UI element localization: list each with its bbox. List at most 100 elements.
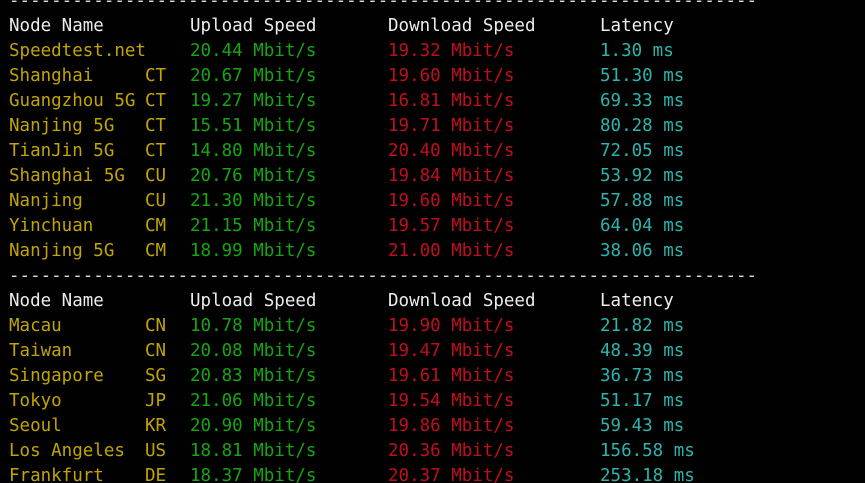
download-speed-cell: 19.61 Mbit/s xyxy=(388,366,515,386)
latency-cell: 253.18 ms xyxy=(600,466,695,483)
country-code-cell: JP xyxy=(145,391,167,411)
download-speed-cell: 20.36 Mbit/s xyxy=(388,441,515,461)
upload-speed-cell: 19.27 Mbit/s xyxy=(190,91,317,111)
download-speed-cell: 20.37 Mbit/s xyxy=(388,466,515,483)
col-header-node-name: Node Name xyxy=(9,16,104,36)
col-header-upload-speed: Upload Speed xyxy=(190,16,317,36)
table-row: Frankfurt DE 18.37 Mbit/s 20.37 Mbit/s 253.1… xyxy=(9,464,865,483)
download-speed-cell: 19.54 Mbit/s xyxy=(388,391,515,411)
node-name-cell: Macau xyxy=(9,316,62,336)
table-row: Macau CN 10.78 Mbit/s 19.90 Mbit/s 21.82 ms xyxy=(9,314,865,339)
latency-cell: 64.04 ms xyxy=(600,216,685,236)
country-code-cell: CT xyxy=(145,66,167,86)
country-code-cell: CN xyxy=(145,341,167,361)
latency-cell: 53.92 ms xyxy=(600,166,685,186)
upload-speed-cell: 15.51 Mbit/s xyxy=(190,116,317,136)
country-code-cell: CU xyxy=(145,166,167,186)
country-code-cell: CT xyxy=(145,91,167,111)
upload-speed-cell: 20.76 Mbit/s xyxy=(190,166,317,186)
upload-speed-cell: 21.06 Mbit/s xyxy=(190,391,317,411)
upload-speed-cell: 20.44 Mbit/s xyxy=(190,41,317,61)
latency-cell: 1.30 ms xyxy=(600,41,674,61)
node-name-cell: Shanghai 5G xyxy=(9,166,125,186)
download-speed-cell: 19.86 Mbit/s xyxy=(388,416,515,436)
node-name-cell: Speedtest.net xyxy=(9,41,145,61)
speedtest-table: Node Name Upload Speed Download Speed Laten… xyxy=(9,14,865,264)
speedtest-table: Node Name Upload Speed Download Speed Laten… xyxy=(9,289,865,483)
separator-line: ----------------------------------------… xyxy=(9,0,758,11)
country-code-cell: CM xyxy=(145,241,167,261)
latency-cell: 80.28 ms xyxy=(600,116,685,136)
separator-line: ----------------------------------------… xyxy=(9,266,758,286)
country-code-cell: US xyxy=(145,441,167,461)
country-code-cell: CN xyxy=(145,316,167,336)
node-name-cell: Yinchuan xyxy=(9,216,94,236)
download-speed-cell: 19.32 Mbit/s xyxy=(388,41,515,61)
table-row: Los Angeles US 18.81 Mbit/s 20.36 Mbit/s 156… xyxy=(9,439,865,464)
table-row: Seoul KR 20.90 Mbit/s 19.86 Mbit/s 59.43 ms xyxy=(9,414,865,439)
country-code-cell: DE xyxy=(145,466,167,483)
latency-cell: 51.30 ms xyxy=(600,66,685,86)
col-header-node-name: Node Name xyxy=(9,291,104,311)
upload-speed-cell: 18.99 Mbit/s xyxy=(190,241,317,261)
country-code-cell: CT xyxy=(145,116,167,136)
latency-cell: 57.88 ms xyxy=(600,191,685,211)
table-row: Shanghai 5G CU 20.76 Mbit/s 19.84 Mbit/s 53.… xyxy=(9,164,865,189)
latency-cell: 72.05 ms xyxy=(600,141,685,161)
table-row: Yinchuan CM 21.15 Mbit/s 19.57 Mbit/s 64.04 … xyxy=(9,214,865,239)
upload-speed-cell: 20.08 Mbit/s xyxy=(190,341,317,361)
download-speed-cell: 19.60 Mbit/s xyxy=(388,191,515,211)
download-speed-cell: 21.00 Mbit/s xyxy=(388,241,515,261)
node-name-cell: Taiwan xyxy=(9,341,73,361)
country-code-cell: SG xyxy=(145,366,167,386)
latency-cell: 69.33 ms xyxy=(600,91,685,111)
node-name-cell: Frankfurt xyxy=(9,466,104,483)
node-name-cell: Singapore xyxy=(9,366,104,386)
download-speed-cell: 19.57 Mbit/s xyxy=(388,216,515,236)
country-code-cell: KR xyxy=(145,416,167,436)
download-speed-cell: 16.81 Mbit/s xyxy=(388,91,515,111)
table-header-row: Node Name Upload Speed Download Speed Laten… xyxy=(9,289,865,314)
node-name-cell: Nanjing 5G xyxy=(9,116,115,136)
table-row: Singapore SG 20.83 Mbit/s 19.61 Mbit/s 36.73… xyxy=(9,364,865,389)
country-code-cell: CM xyxy=(145,216,167,236)
table-row: Guangzhou 5G CT 19.27 Mbit/s 16.81 Mbit/s 69… xyxy=(9,89,865,114)
download-speed-cell: 19.90 Mbit/s xyxy=(388,316,515,336)
upload-speed-cell: 21.30 Mbit/s xyxy=(190,191,317,211)
country-code-cell: CT xyxy=(145,141,167,161)
node-name-cell: Shanghai xyxy=(9,66,94,86)
download-speed-cell: 19.71 Mbit/s xyxy=(388,116,515,136)
latency-cell: 48.39 ms xyxy=(600,341,685,361)
latency-cell: 59.43 ms xyxy=(600,416,685,436)
table-row: TianJin 5G CT 14.80 Mbit/s 20.40 Mbit/s 72.0… xyxy=(9,139,865,164)
table-header-row: Node Name Upload Speed Download Speed Laten… xyxy=(9,14,865,39)
table-row: Nanjing 5G CT 15.51 Mbit/s 19.71 Mbit/s 80.2… xyxy=(9,114,865,139)
terminal-output: ----------------------------------------… xyxy=(9,0,865,483)
upload-speed-cell: 18.37 Mbit/s xyxy=(190,466,317,483)
upload-speed-cell: 10.78 Mbit/s xyxy=(190,316,317,336)
upload-speed-cell: 20.67 Mbit/s xyxy=(190,66,317,86)
table-row: Speedtest.net 20.44 Mbit/s 19.32 Mbit/s 1.3… xyxy=(9,39,865,64)
col-header-latency: Latency xyxy=(600,16,674,36)
upload-speed-cell: 20.83 Mbit/s xyxy=(190,366,317,386)
table-row: Shanghai CT 20.67 Mbit/s 19.60 Mbit/s 51.30 … xyxy=(9,64,865,89)
latency-cell: 156.58 ms xyxy=(600,441,695,461)
node-name-cell: Nanjing xyxy=(9,191,83,211)
col-header-latency: Latency xyxy=(600,291,674,311)
col-header-download-speed: Download Speed xyxy=(388,291,536,311)
node-name-cell: Los Angeles xyxy=(9,441,125,461)
latency-cell: 21.82 ms xyxy=(600,316,685,336)
latency-cell: 36.73 ms xyxy=(600,366,685,386)
upload-speed-cell: 14.80 Mbit/s xyxy=(190,141,317,161)
upload-speed-cell: 20.90 Mbit/s xyxy=(190,416,317,436)
node-name-cell: TianJin 5G xyxy=(9,141,115,161)
node-name-cell: Seoul xyxy=(9,416,62,436)
download-speed-cell: 19.60 Mbit/s xyxy=(388,66,515,86)
country-code-cell xyxy=(145,39,190,64)
node-name-cell: Tokyo xyxy=(9,391,62,411)
table-row: Tokyo JP 21.06 Mbit/s 19.54 Mbit/s 51.17 ms xyxy=(9,389,865,414)
col-header-download-speed: Download Speed xyxy=(388,16,536,36)
upload-speed-cell: 21.15 Mbit/s xyxy=(190,216,317,236)
node-name-cell: Guangzhou 5G xyxy=(9,91,136,111)
